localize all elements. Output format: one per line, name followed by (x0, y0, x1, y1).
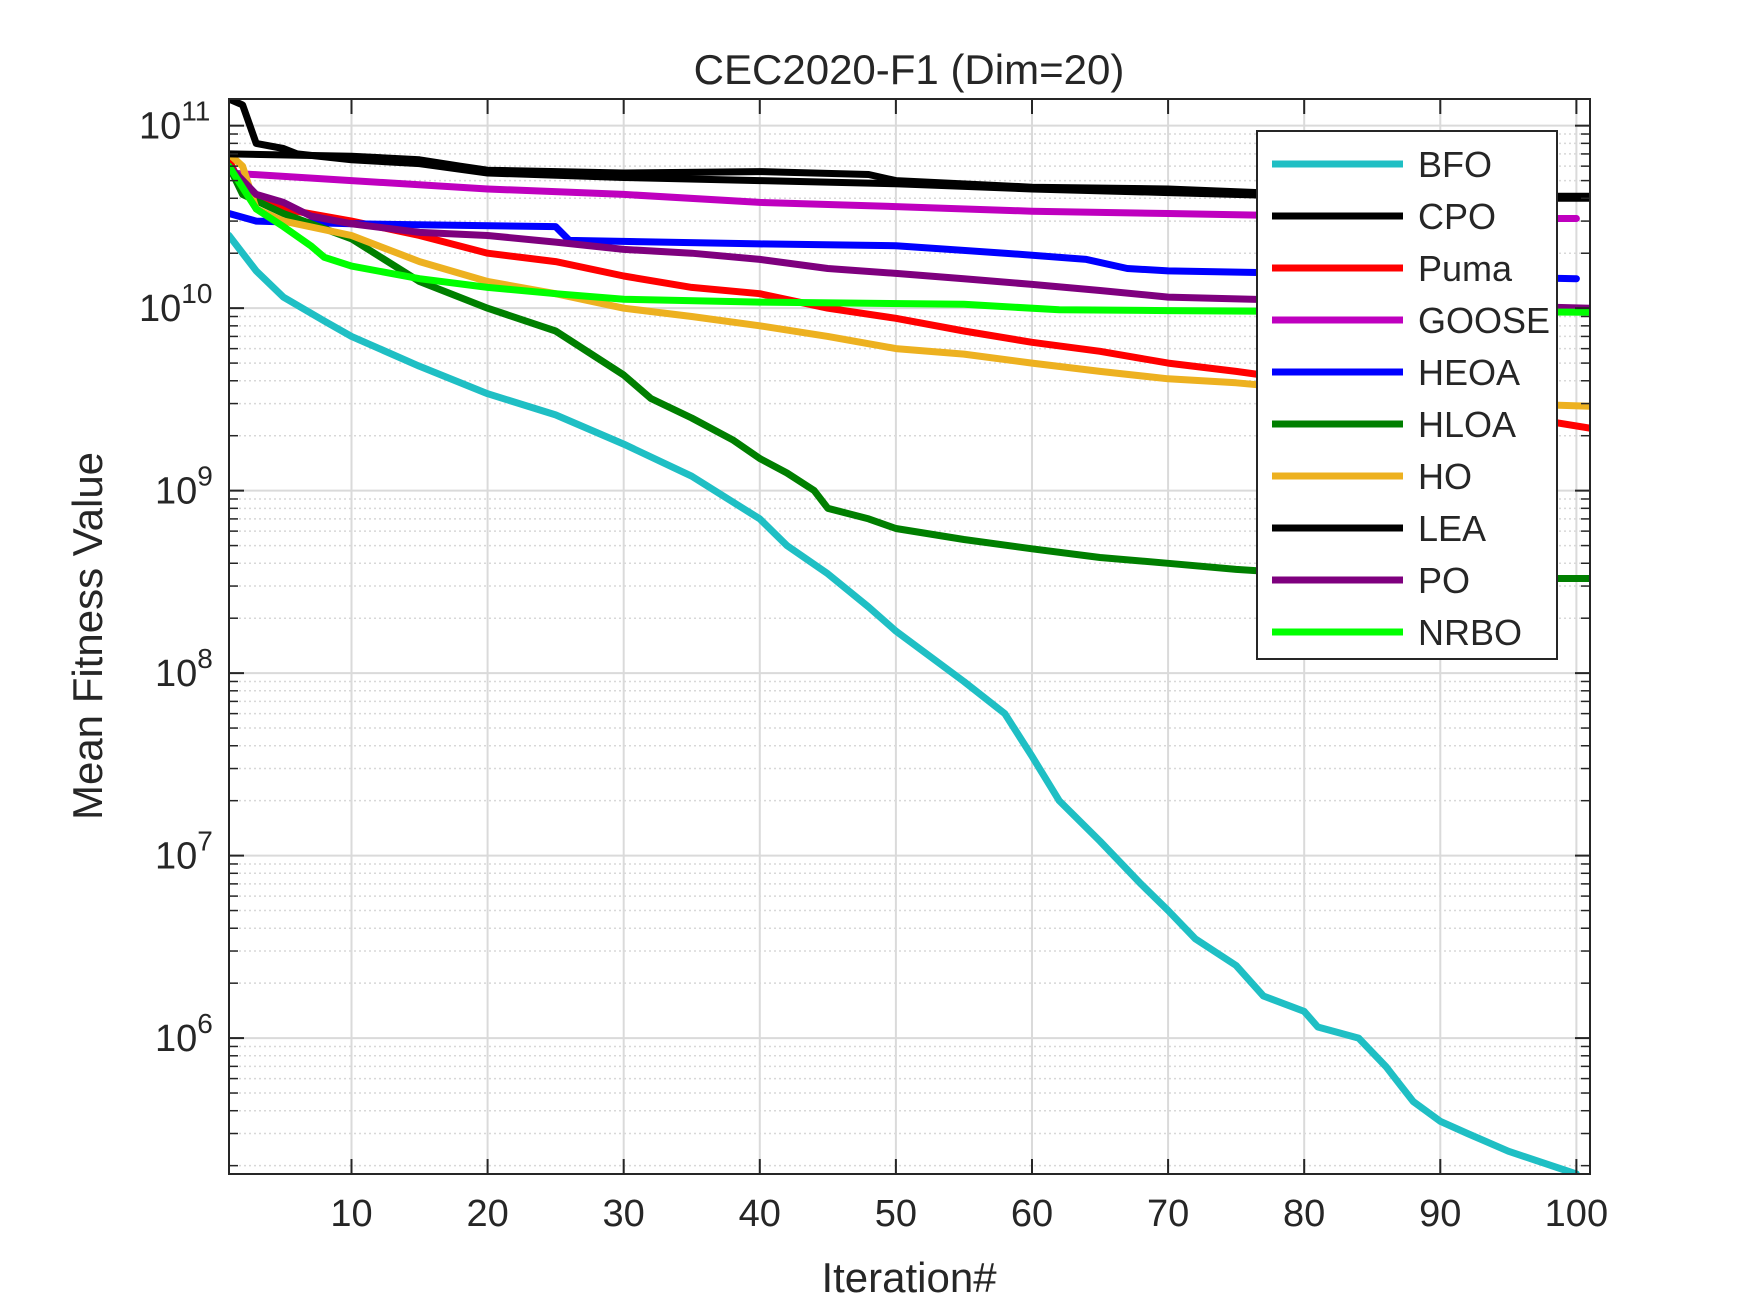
y-tick-label: 107 (155, 826, 213, 878)
y-tick-label: 1011 (139, 96, 210, 148)
legend-label-hloa: HLOA (1418, 404, 1516, 445)
legend-label-bfo: BFO (1418, 144, 1492, 185)
x-tick-label: 30 (603, 1193, 645, 1235)
x-tick-label: 50 (875, 1193, 917, 1235)
x-tick-labels: 10 20 30 40 50 60 70 80 90 100 (330, 1193, 1608, 1235)
x-tick-label: 70 (1147, 1193, 1189, 1235)
legend-label-lea: LEA (1418, 508, 1486, 549)
series-lines (229, 99, 1590, 1174)
series-line-bfo (229, 232, 1580, 1174)
x-axis-title: Iteration# (821, 1254, 997, 1301)
legend-label-goose: GOOSE (1418, 300, 1550, 341)
x-tick-label: 60 (1011, 1193, 1053, 1235)
x-tick-label: 80 (1283, 1193, 1325, 1235)
legend-label-cpo: CPO (1418, 196, 1496, 237)
x-tick-label: 10 (330, 1193, 372, 1235)
legend-label-heoa: HEOA (1418, 352, 1520, 393)
x-tick-label: 100 (1545, 1193, 1608, 1235)
legend-label-po: PO (1418, 560, 1470, 601)
series-line-po (229, 162, 1590, 312)
legend-label-nrbo: NRBO (1418, 612, 1522, 653)
chart-title: CEC2020-F1 (Dim=20) (694, 46, 1125, 93)
legend-label-puma: Puma (1418, 248, 1513, 289)
axis-ticks (229, 99, 1590, 1174)
y-tick-label: 109 (155, 461, 213, 513)
legend-label-ho: HO (1418, 456, 1472, 497)
y-tick-label: 106 (155, 1008, 213, 1060)
series-line-nrbo (229, 162, 1590, 316)
y-tick-labels: 106 107 108 109 1010 1011 (139, 96, 213, 1060)
x-tick-label: 20 (466, 1193, 508, 1235)
y-tick-label: 1010 (139, 278, 212, 330)
x-tick-label: 90 (1419, 1193, 1461, 1235)
y-tick-label: 108 (155, 643, 213, 695)
y-axis-title: Mean Fitness Value (64, 452, 111, 820)
legend: BFO CPO Puma GOOSE HEOA HLOA HO LEA PO NRBO (1256, 130, 1558, 660)
plot-frame (228, 98, 1591, 1175)
x-tick-label: 40 (739, 1193, 781, 1235)
series-line-hloa (229, 162, 1590, 582)
